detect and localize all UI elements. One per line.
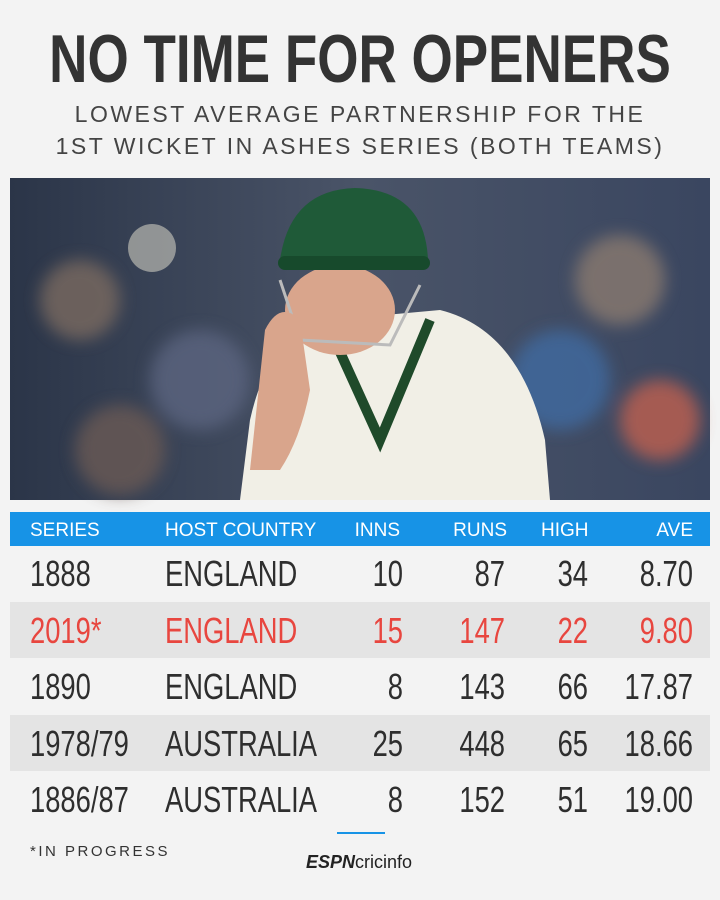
table-row: 1890 ENGLAND 8 143 66 17.87 — [30, 666, 693, 707]
table-row: 1978/79 AUSTRALIA 25 448 65 18.66 — [30, 723, 693, 764]
column-header: INNS — [355, 520, 400, 541]
table-row: 2019* ENGLAND 15 147 22 9.80 — [30, 610, 693, 651]
column-header: AVE — [656, 520, 693, 541]
column-header: HIGH — [541, 520, 589, 541]
table-cell: 10 — [373, 553, 403, 594]
logo-cricinfo: cricinfo — [355, 852, 412, 872]
subtitle: LOWEST AVERAGE PARTNERSHIP FOR THE — [75, 101, 646, 127]
table-cell: 1890 — [30, 666, 91, 707]
table-cell: 65 — [558, 723, 588, 764]
table-header-bg — [10, 512, 710, 546]
table-cell: 9.80 — [640, 610, 693, 651]
table: SERIES HOST COUNTRY INNS RUNS HIGH AVE 1888 ENG… — [30, 520, 693, 820]
table-cell: 34 — [558, 553, 588, 594]
logo: ESPNcricinfo — [306, 852, 412, 872]
table-cell: 1888 — [30, 553, 91, 594]
table-cell: AUSTRALIA — [165, 723, 318, 764]
table-cell: ENGLAND — [165, 666, 297, 707]
table-cell: 8.70 — [640, 553, 693, 594]
table-cell: 8 — [388, 779, 403, 820]
photo — [10, 178, 710, 500]
table-cell: 18.66 — [625, 723, 693, 764]
table-cell: 147 — [459, 610, 505, 651]
table-cell: 15 — [373, 610, 403, 651]
table-cell: 22 — [558, 610, 588, 651]
table-cell: 448 — [459, 723, 505, 764]
table-cell: 1886/87 — [30, 779, 129, 820]
table-cell: 19.00 — [625, 779, 693, 820]
column-header: RUNS — [453, 520, 507, 541]
column-header: HOST COUNTRY — [165, 520, 317, 541]
title: NO TIME FOR OPENERS — [49, 21, 671, 97]
footnote: *IN PROGRESS — [30, 843, 170, 860]
row-bg — [10, 602, 710, 658]
table-row: 1888 ENGLAND 10 87 34 8.70 — [30, 553, 693, 594]
logo-espn: ESPN — [306, 852, 356, 872]
table-cell: 143 — [459, 666, 505, 707]
subtitle: 1ST WICKET IN ASHES SERIES (BOTH TEAMS) — [56, 133, 665, 159]
table-cell: 152 — [459, 779, 505, 820]
table-cell: 17.87 — [625, 666, 693, 707]
table-cell: AUSTRALIA — [165, 779, 318, 820]
column-header: SERIES — [30, 520, 100, 541]
table-cell: 51 — [558, 779, 588, 820]
table-cell: 25 — [373, 723, 403, 764]
table-cell: 66 — [558, 666, 588, 707]
row-bg — [10, 715, 710, 771]
table-cell: 87 — [475, 553, 505, 594]
table-cell: ENGLAND — [165, 610, 297, 651]
table-row: 1886/87 AUSTRALIA 8 152 51 19.00 — [30, 779, 693, 820]
table-cell: 8 — [388, 666, 403, 707]
table-cell: ENGLAND — [165, 553, 297, 594]
table-cell: 1978/79 — [30, 723, 129, 764]
table-cell: 2019* — [30, 610, 102, 651]
